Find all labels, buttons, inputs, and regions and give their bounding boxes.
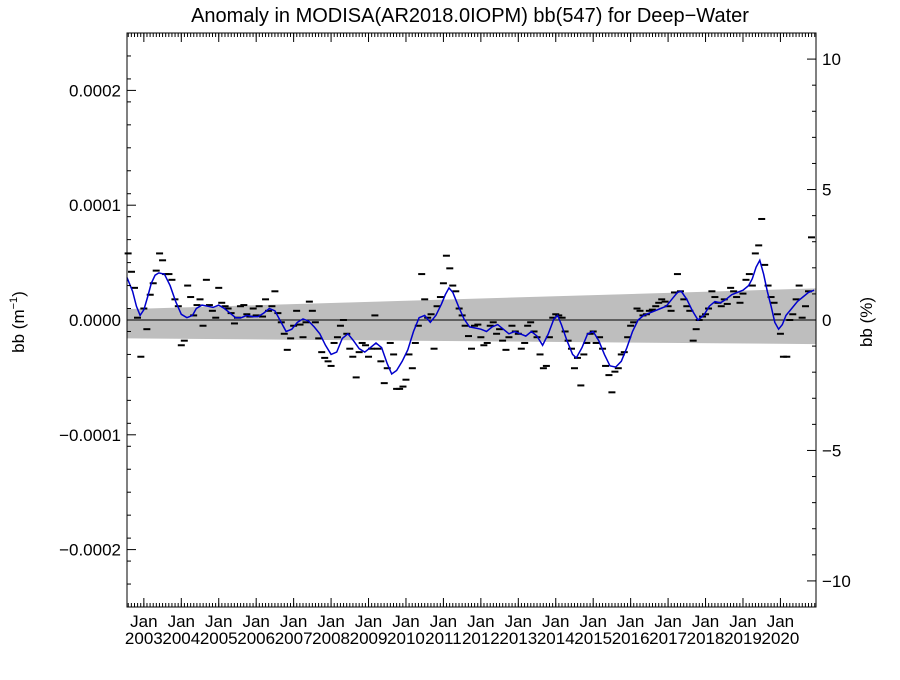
right-y-tick-label: 10 xyxy=(822,50,841,69)
x-tick-year-label: 2015 xyxy=(574,629,612,648)
x-tick-year-label: 2013 xyxy=(499,629,537,648)
x-tick-month-label: Jan xyxy=(654,612,681,631)
x-tick-year-label: 2010 xyxy=(387,629,425,648)
left-y-tick-label: 0.0001 xyxy=(69,196,121,215)
x-tick-month-label: Jan xyxy=(242,612,269,631)
right-y-tick-label: 0 xyxy=(822,311,831,330)
x-tick-month-label: Jan xyxy=(205,612,232,631)
x-tick-month-label: Jan xyxy=(280,612,307,631)
x-tick-month-label: Jan xyxy=(729,612,756,631)
trend-uncertainty-band xyxy=(127,288,816,345)
x-tick-year-label: 2017 xyxy=(649,629,687,648)
left-y-tick-label: −0.0001 xyxy=(59,426,121,445)
x-tick-year-label: 2008 xyxy=(312,629,350,648)
left-y-tick-label: 0.0002 xyxy=(69,81,121,100)
x-axis: Jan2003Jan2004Jan2005Jan2006Jan2007Jan20… xyxy=(125,33,816,648)
x-tick-month-label: Jan xyxy=(355,612,382,631)
left-y-axis-label-base: bb (m xyxy=(9,309,28,352)
left-y-axis-label-exponent: −1 xyxy=(8,297,20,310)
right-y-axis: 10 5 0 −5 −10 xyxy=(807,32,851,608)
right-y-tick-label: −5 xyxy=(822,441,841,460)
x-tick-year-label: 2004 xyxy=(162,629,200,648)
x-tick-year-label: 2009 xyxy=(350,629,388,648)
x-tick-year-label: 2003 xyxy=(125,629,163,648)
x-tick-year-label: 2018 xyxy=(687,629,725,648)
x-tick-month-label: Jan xyxy=(317,612,344,631)
left-y-tick-label: 0.0000 xyxy=(69,311,121,330)
x-tick-month-label: Jan xyxy=(130,612,157,631)
x-tick-month-label: Jan xyxy=(505,612,532,631)
right-y-tick-label: −10 xyxy=(822,572,851,591)
x-tick-year-label: 2016 xyxy=(612,629,650,648)
x-tick-year-label: 2005 xyxy=(200,629,238,648)
x-tick-year-label: 2020 xyxy=(762,629,800,648)
x-tick-year-label: 2006 xyxy=(237,629,275,648)
plot-area xyxy=(124,217,816,394)
x-tick-year-label: 2007 xyxy=(275,629,313,648)
left-y-axis: 0.0002 0.0001 0.0000 −0.0001 −0.0002 xyxy=(59,32,136,608)
left-y-axis-label: bb (m−1) xyxy=(8,291,28,353)
x-tick-month-label: Jan xyxy=(692,612,719,631)
smoothed-anomaly-line xyxy=(126,258,815,376)
chart-title: Anomaly in MODISA(AR2018.0IOPM) bb(547) … xyxy=(191,5,749,27)
x-tick-year-label: 2012 xyxy=(462,629,500,648)
left-y-axis-label-close: ) xyxy=(9,291,28,297)
x-tick-month-label: Jan xyxy=(767,612,794,631)
right-y-axis-label: bb (%) xyxy=(857,297,876,347)
x-tick-year-label: 2019 xyxy=(724,629,762,648)
x-tick-month-label: Jan xyxy=(542,612,569,631)
x-tick-month-label: Jan xyxy=(168,612,195,631)
left-y-tick-label: −0.0002 xyxy=(59,541,121,560)
x-tick-year-label: 2011 xyxy=(425,629,462,648)
x-tick-month-label: Jan xyxy=(617,612,644,631)
x-tick-month-label: Jan xyxy=(430,612,457,631)
x-tick-month-label: Jan xyxy=(467,612,494,631)
x-tick-month-label: Jan xyxy=(392,612,419,631)
monthly-anomaly-markers xyxy=(124,217,816,394)
x-tick-month-label: Jan xyxy=(579,612,606,631)
x-tick-year-label: 2014 xyxy=(537,629,575,648)
right-y-tick-label: 5 xyxy=(822,181,831,200)
